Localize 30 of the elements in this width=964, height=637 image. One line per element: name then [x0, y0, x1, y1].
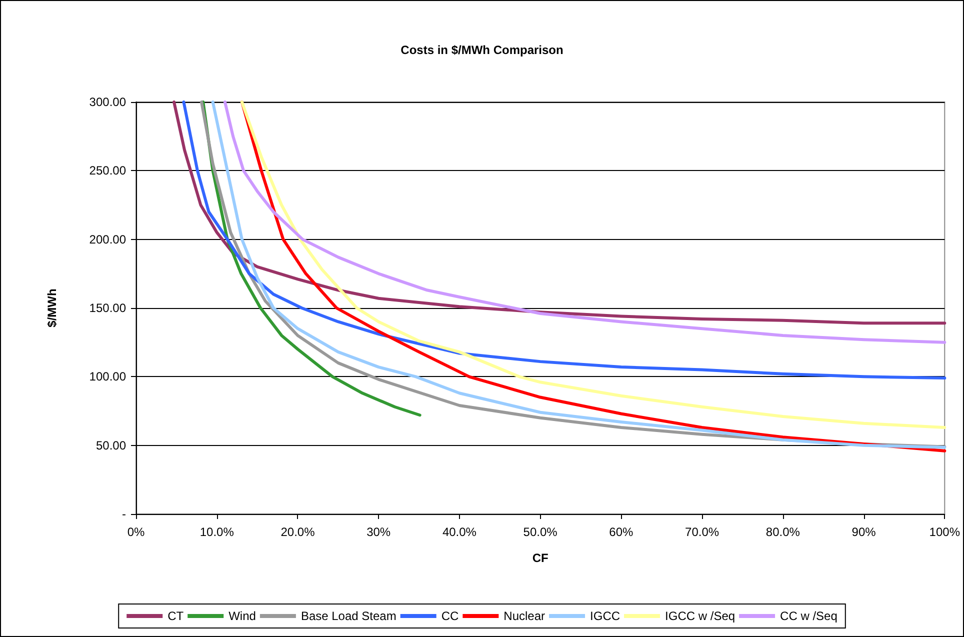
legend-label: Base Load Steam [300, 609, 396, 623]
y-tick-label: 100.00 [89, 370, 126, 384]
chart-title: Costs in $/MWh Comparison [400, 43, 564, 57]
legend-label: IGCC [590, 609, 620, 623]
y-tick-label: - [122, 507, 126, 521]
legend-label: Wind [228, 609, 256, 623]
x-tick-label: 70.0% [685, 525, 720, 539]
legend-label: IGCC w /Seq [665, 609, 736, 623]
legend-label: CT [168, 609, 184, 623]
x-tick-label: 80.0% [766, 525, 800, 539]
x-tick-label: 30% [366, 525, 391, 539]
legend-label: CC w /Seq [780, 609, 838, 623]
y-tick-label: 50.00 [96, 438, 126, 452]
y-axis-title: $/MWh [45, 288, 59, 328]
x-axis-title: CF [532, 551, 548, 565]
x-tick-label: 50.0% [523, 525, 558, 539]
line-series [182, 100, 946, 380]
x-tick-label: 20.0% [280, 525, 316, 539]
legend-label: CC [441, 609, 460, 623]
y-tick-label: 250.00 [89, 164, 126, 178]
x-tick-label: 40.0% [442, 525, 477, 539]
x-tick-label: 100% [929, 525, 960, 539]
x-tick-label: 10.0% [200, 525, 234, 539]
y-tick-label: 200.00 [89, 232, 126, 246]
y-tick-label: 300.00 [89, 95, 126, 109]
x-tick-label: 60% [609, 525, 634, 539]
y-tick-label: 150.00 [89, 301, 126, 315]
x-tick-label: 90% [852, 525, 876, 539]
x-tick-label: 0% [127, 525, 145, 539]
legend-label: Nuclear [504, 609, 546, 623]
